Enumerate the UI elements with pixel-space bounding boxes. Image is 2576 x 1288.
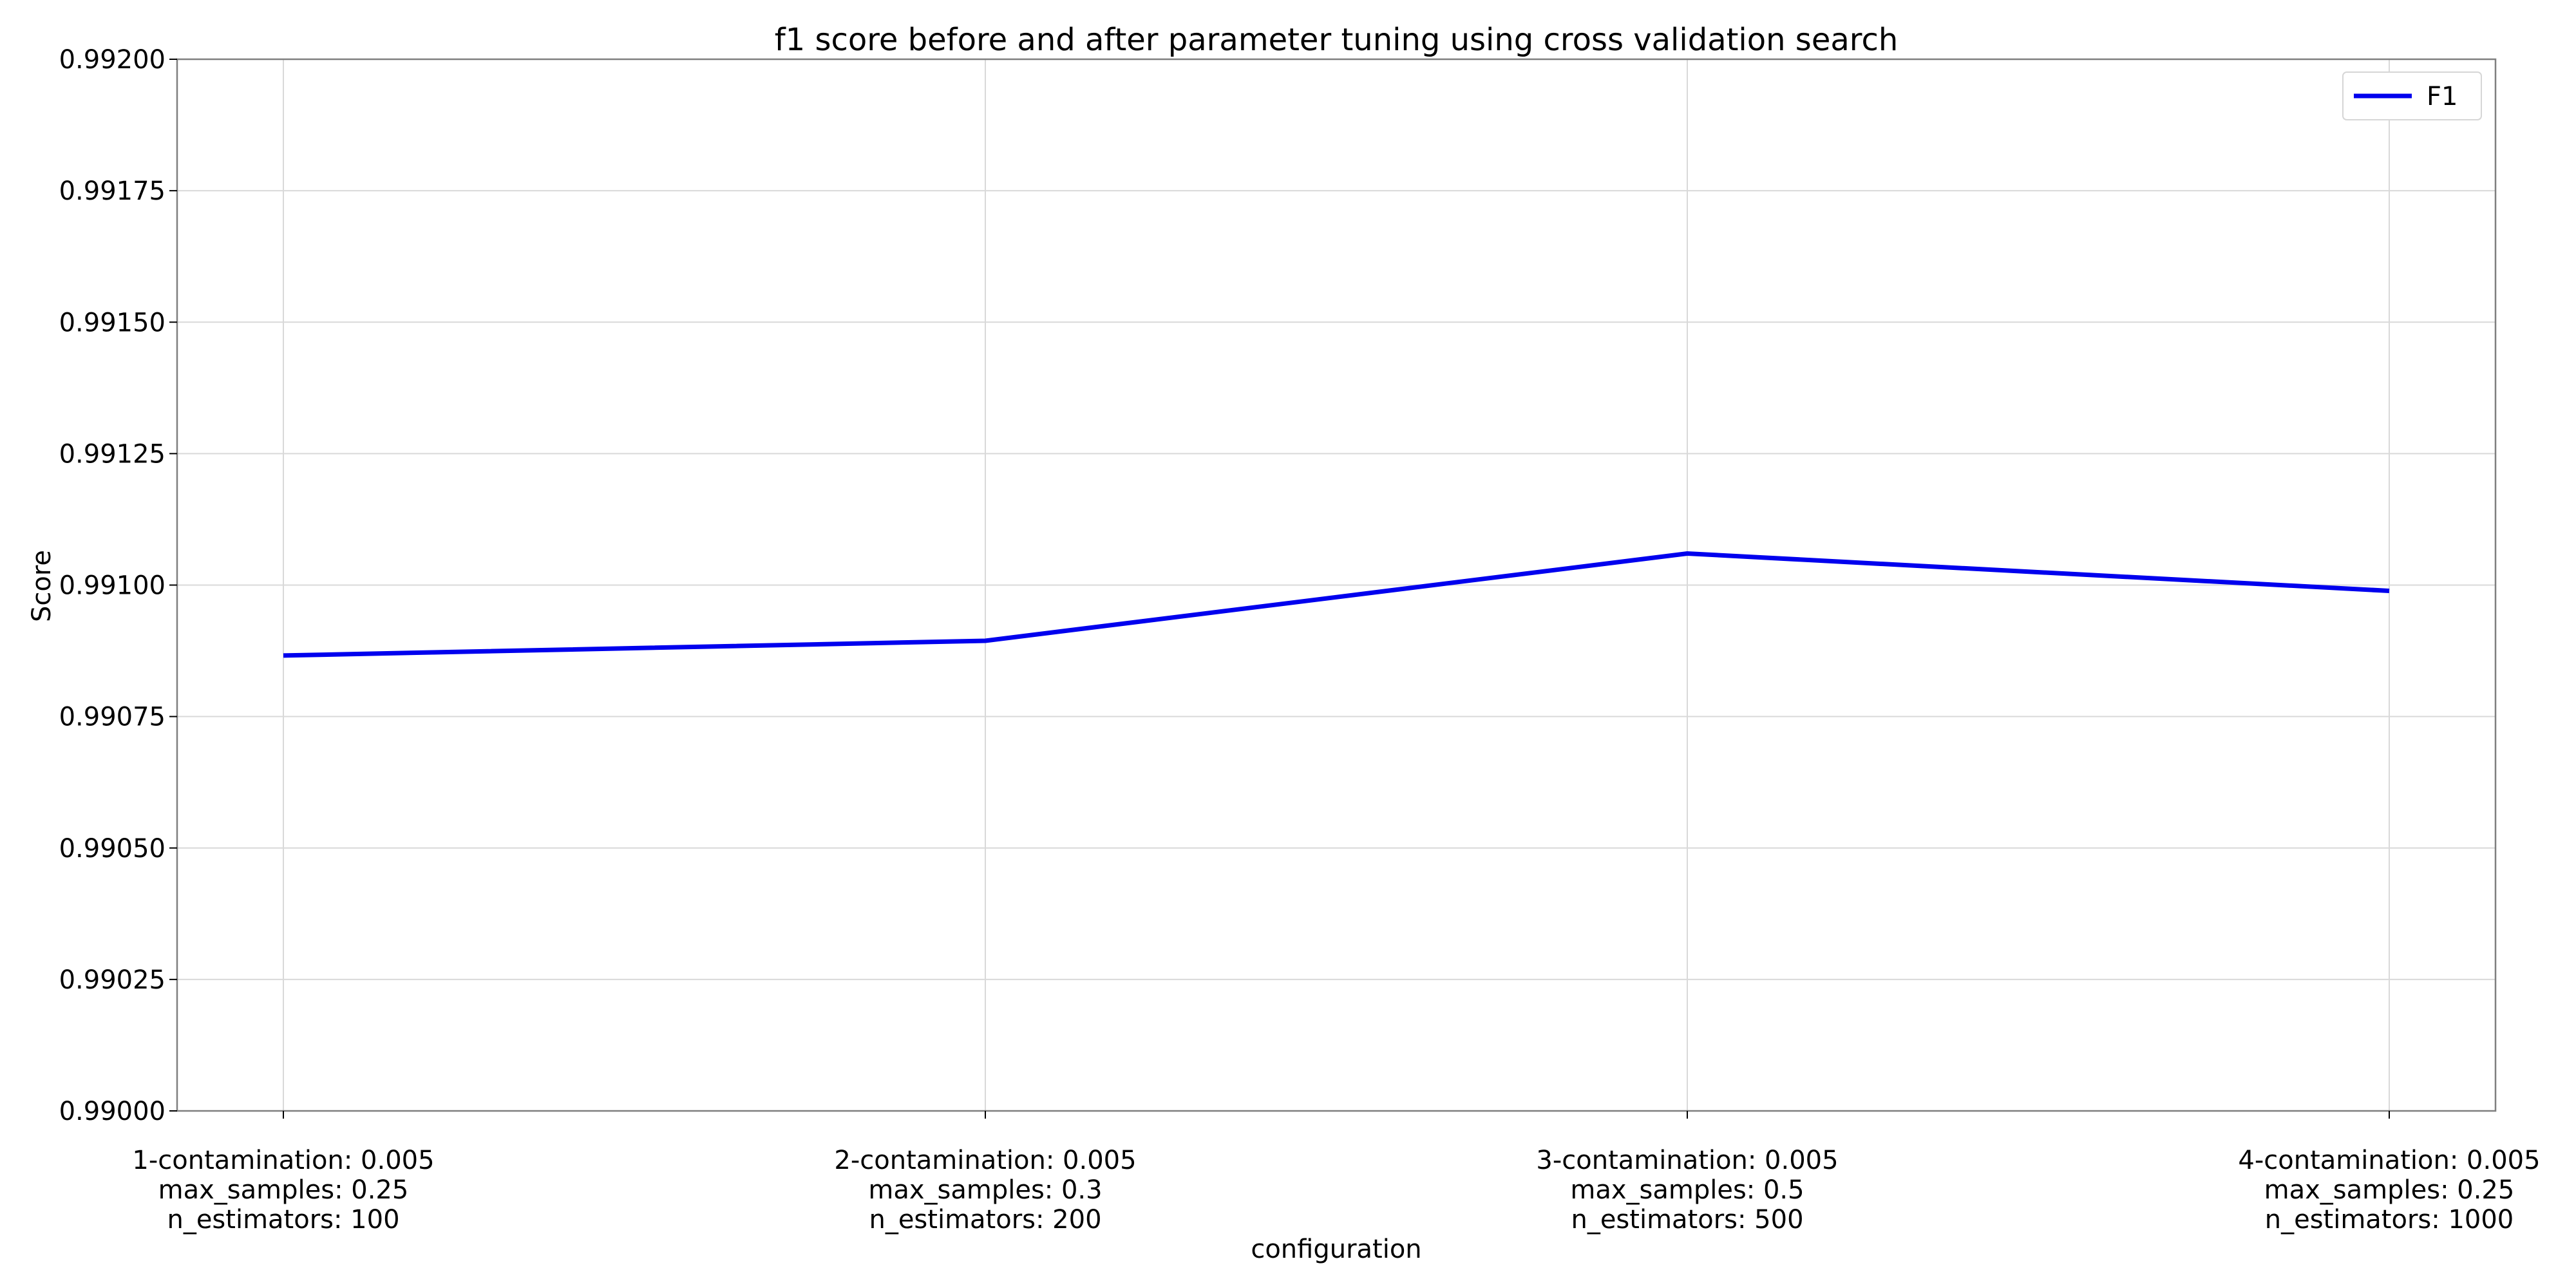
y-tick-label: 0.99025 [59, 965, 166, 995]
y-tick-label: 0.99175 [59, 176, 166, 206]
x-tick-label: 2-contamination: 0.005 max_samples: 0.3 n_… [834, 1146, 1136, 1235]
y-axis: 0.99000 0.99025 0.99050 0.99075 0.99100 0.991… [59, 45, 177, 1126]
x-tick-label: 3-contamination: 0.005 max_samples: 0.5 n_… [1536, 1146, 1838, 1235]
x-tick-label-line: 2-contamination: 0.005 [834, 1146, 1136, 1175]
x-tick-label-line: 4-contamination: 0.005 [2238, 1146, 2540, 1175]
series-line-f1 [283, 551, 2390, 658]
x-tick-label-line: n_estimators: 100 [167, 1205, 399, 1235]
x-tick-label-line: max_samples: 0.25 [158, 1175, 409, 1205]
y-tick-label: 0.99075 [59, 703, 166, 732]
x-axis: 1-contamination: 0.005 max_samples: 0.25 n… [132, 1111, 2541, 1235]
x-tick-label: 1-contamination: 0.005 max_samples: 0.25 n… [132, 1146, 434, 1235]
x-tick-label: 4-contamination: 0.005 max_samples: 0.25 n… [2238, 1146, 2540, 1235]
legend-label-f1: F1 [2427, 82, 2458, 111]
y-tick-label: 0.99150 [59, 308, 166, 337]
y-tick-label: 0.99050 [59, 834, 166, 864]
x-tick-label-line: max_samples: 0.25 [2264, 1175, 2515, 1205]
x-tick-label-line: 1-contamination: 0.005 [132, 1146, 434, 1175]
x-tick-label-line: 3-contamination: 0.005 [1536, 1146, 1838, 1175]
y-axis-label: Score [27, 550, 57, 622]
x-tick-label-line: max_samples: 0.5 [1570, 1175, 1804, 1205]
legend-box [2342, 71, 2482, 120]
gridlines [177, 59, 2496, 1112]
x-axis-label: configuration [1251, 1235, 1421, 1264]
y-tick-label: 0.99100 [59, 571, 166, 601]
x-tick-label-line: n_estimators: 200 [869, 1205, 1101, 1235]
x-tick-label-line: n_estimators: 1000 [2265, 1205, 2514, 1235]
x-tick-label-line: max_samples: 0.3 [868, 1175, 1102, 1205]
x-tick-label-line: n_estimators: 500 [1571, 1205, 1803, 1235]
series-layer [283, 551, 2390, 658]
y-tick-label: 0.99125 [59, 439, 166, 469]
y-tick-label: 0.99200 [59, 45, 166, 75]
chart-title: f1 score before and after parameter tuni… [775, 22, 1899, 58]
y-tick-label: 0.99000 [59, 1097, 166, 1126]
legend: F1 [2342, 71, 2482, 120]
